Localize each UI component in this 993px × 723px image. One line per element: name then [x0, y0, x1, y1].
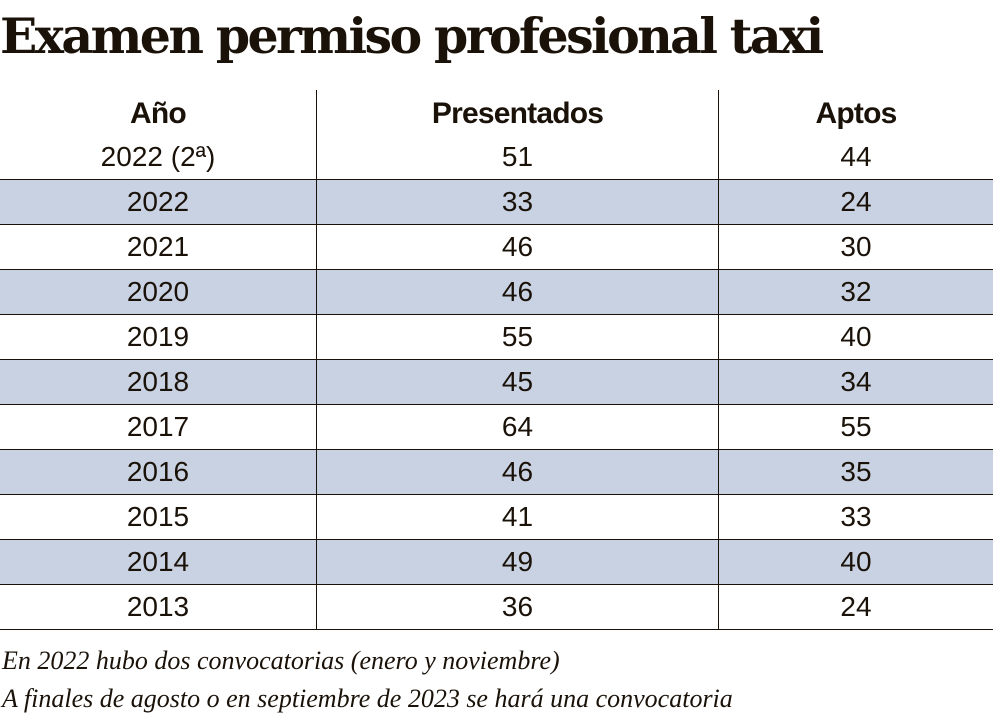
table-row: 2020 46 32 — [0, 270, 993, 315]
cell-passed: 44 — [718, 135, 993, 179]
footnote-2: A finales de agosto o en septiembre de 2… — [2, 684, 733, 713]
data-table: Año Presentados Aptos 2022 (2ª) 51 44 2022 3… — [0, 90, 993, 630]
chart-title: Examen permiso profesional taxi — [0, 7, 824, 65]
table-row: 2022 33 24 — [0, 180, 993, 225]
table-row: 2019 55 40 — [0, 315, 993, 360]
table-row: 2021 46 30 — [0, 225, 993, 270]
table-header-row: Año Presentados Aptos — [0, 90, 993, 135]
cell-year: 2019 — [126, 321, 190, 352]
cell-passed: 40 — [718, 315, 993, 359]
table-row: 2022 (2ª) 51 44 — [0, 135, 993, 180]
cell-presented: 41 — [316, 495, 718, 539]
footnote-1: En 2022 hubo dos convocatorias (enero y … — [2, 646, 560, 675]
cell-presented: 46 — [316, 225, 718, 269]
cell-passed: 30 — [718, 225, 993, 269]
cell-presented: 46 — [316, 450, 718, 494]
cell-year: 2017 — [126, 411, 190, 442]
column-header-year: Año — [130, 96, 187, 130]
table-row: 2014 49 40 — [0, 540, 993, 585]
cell-presented: 49 — [316, 540, 718, 584]
cell-year: 2020 — [126, 276, 190, 307]
table-row: 2015 41 33 — [0, 495, 993, 540]
cell-presented: 46 — [316, 270, 718, 314]
cell-passed: 34 — [718, 360, 993, 404]
footnotes: En 2022 hubo dos convocatorias (enero y … — [2, 642, 992, 718]
cell-year: 2018 — [126, 366, 190, 397]
table-row: 2016 46 35 — [0, 450, 993, 495]
table-body: 2022 (2ª) 51 44 2022 33 24 2021 46 30 2020 46 32 201… — [0, 135, 993, 630]
column-header-presented: Presentados — [316, 90, 718, 135]
cell-year: 2016 — [126, 456, 190, 487]
cell-presented: 45 — [316, 360, 718, 404]
table-row: 2013 36 24 — [0, 585, 993, 630]
cell-presented: 33 — [316, 180, 718, 224]
table-row: 2017 64 55 — [0, 405, 993, 450]
cell-passed: 32 — [718, 270, 993, 314]
cell-year: 2015 — [126, 501, 190, 532]
cell-passed: 24 — [718, 585, 993, 629]
cell-passed: 40 — [718, 540, 993, 584]
cell-presented: 55 — [316, 315, 718, 359]
cell-year: 2022 (2ª) — [100, 141, 216, 172]
cell-presented: 36 — [316, 585, 718, 629]
cell-passed: 24 — [718, 180, 993, 224]
cell-year: 2021 — [126, 231, 190, 262]
cell-passed: 33 — [718, 495, 993, 539]
cell-year: 2014 — [126, 546, 190, 577]
cell-presented: 51 — [316, 135, 718, 179]
cell-year: 2013 — [126, 591, 190, 622]
cell-presented: 64 — [316, 405, 718, 449]
cell-year: 2022 — [126, 186, 190, 217]
cell-passed: 55 — [718, 405, 993, 449]
table-row: 2018 45 34 — [0, 360, 993, 405]
column-header-passed: Aptos — [718, 90, 993, 135]
cell-passed: 35 — [718, 450, 993, 494]
